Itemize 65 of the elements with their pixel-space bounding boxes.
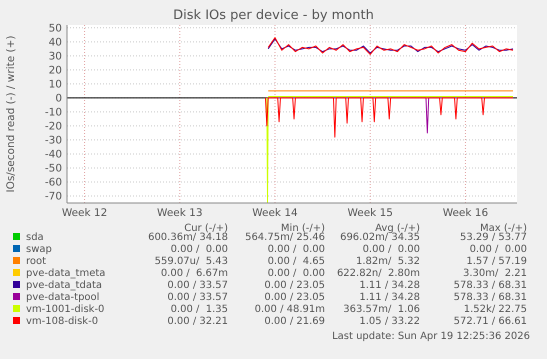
x-tick-label: Week 16 bbox=[442, 207, 488, 219]
text: 0.00 / 21.69 bbox=[264, 316, 325, 327]
text: 1.82m/ 5.32 bbox=[356, 256, 420, 267]
text: 0.00 / 0.00 bbox=[268, 244, 325, 255]
legend-label: pve-data_tdata bbox=[26, 280, 102, 291]
text: 0.00 / 23.05 bbox=[264, 280, 325, 291]
text: 600.36m/ 34.18 bbox=[148, 232, 228, 243]
x-tick-label: Week 13 bbox=[157, 207, 203, 219]
text: 1.05 / 33.22 bbox=[359, 316, 420, 327]
y-tick-label: 50 bbox=[48, 22, 62, 34]
y-tick-label: -50 bbox=[44, 162, 62, 175]
y-tick-label: -70 bbox=[44, 190, 62, 203]
text: 0.00 / 23.05 bbox=[264, 292, 325, 303]
x-tick-label: Week 15 bbox=[347, 207, 393, 219]
y-tick-label: 0 bbox=[55, 92, 62, 105]
text: 0.00 / 0.00 bbox=[470, 244, 527, 255]
text: 578.33 / 68.31 bbox=[454, 292, 527, 303]
x-tick-label: Week 14 bbox=[252, 207, 298, 219]
text: 564.75m/ 25.46 bbox=[245, 232, 325, 243]
y-tick-label: -40 bbox=[44, 148, 62, 161]
text: 3.30m/ 2.21 bbox=[463, 268, 527, 279]
y-tick-label: 30 bbox=[48, 50, 62, 63]
chart-title: Disk IOs per device - by month bbox=[173, 8, 374, 23]
text: 0.00 / 32.21 bbox=[167, 316, 228, 327]
legend-label: vm-1001-disk-0 bbox=[26, 304, 104, 315]
text: 0.00 / 4.65 bbox=[268, 256, 325, 267]
y-tick-label: 10 bbox=[48, 78, 62, 91]
text: 578.33 / 68.31 bbox=[454, 280, 527, 291]
text: Avg (-/+) bbox=[375, 223, 420, 234]
text: Max (-/+) bbox=[480, 223, 528, 234]
y-tick-label: -10 bbox=[44, 106, 62, 119]
text: 1.11 / 34.28 bbox=[359, 280, 420, 291]
text: 0.00 / 0.00 bbox=[170, 244, 228, 255]
text: 363.57m/ 1.06 bbox=[343, 304, 420, 315]
y-tick-label: -30 bbox=[44, 134, 62, 147]
y-axis-title: IOs/second read (-) / write (+) bbox=[5, 35, 17, 193]
text: 0.00 / 1.35 bbox=[170, 304, 228, 315]
text: 0.00 / 33.57 bbox=[167, 280, 228, 291]
text: 53.29 / 53.77 bbox=[460, 232, 527, 243]
legend-label: vm-108-disk-0 bbox=[26, 316, 98, 327]
text: 559.07u/ 5.43 bbox=[154, 256, 228, 267]
text: Last update: Sun Apr 19 12:25:36 2026 bbox=[332, 331, 530, 342]
text: Cur (-/+) bbox=[184, 223, 228, 234]
text: 1.11 / 34.28 bbox=[359, 292, 420, 303]
text: 1.57 / 57.19 bbox=[466, 256, 527, 267]
text: 1.52k/ 22.75 bbox=[464, 304, 527, 315]
legend-label: pve-data_tmeta bbox=[26, 268, 106, 279]
text: 572.71 / 66.61 bbox=[454, 316, 527, 327]
legend-label: pve-data-tpool bbox=[26, 292, 100, 303]
text: 0.00 / 48.91m bbox=[254, 304, 325, 315]
text: 0.00 / 0.00 bbox=[362, 244, 420, 255]
legend-label: root bbox=[26, 256, 46, 267]
text: 696.02m/ 34.35 bbox=[340, 232, 420, 243]
text: 622.82n/ 2.80m bbox=[336, 268, 420, 279]
text: 0.00 / 6.67m bbox=[160, 268, 228, 279]
text: 0.00 / 0.00 bbox=[268, 268, 325, 279]
y-tick-label: 40 bbox=[48, 36, 62, 48]
y-tick-label: -60 bbox=[44, 176, 62, 189]
x-tick-label: Week 12 bbox=[62, 207, 108, 219]
legend-label: sda bbox=[26, 232, 44, 243]
text: Min (-/+) bbox=[280, 223, 326, 234]
text: 0.00 / 33.57 bbox=[167, 292, 228, 303]
y-tick-label: 20 bbox=[48, 64, 62, 77]
y-tick-label: -20 bbox=[44, 120, 62, 133]
legend-label: swap bbox=[26, 244, 52, 255]
